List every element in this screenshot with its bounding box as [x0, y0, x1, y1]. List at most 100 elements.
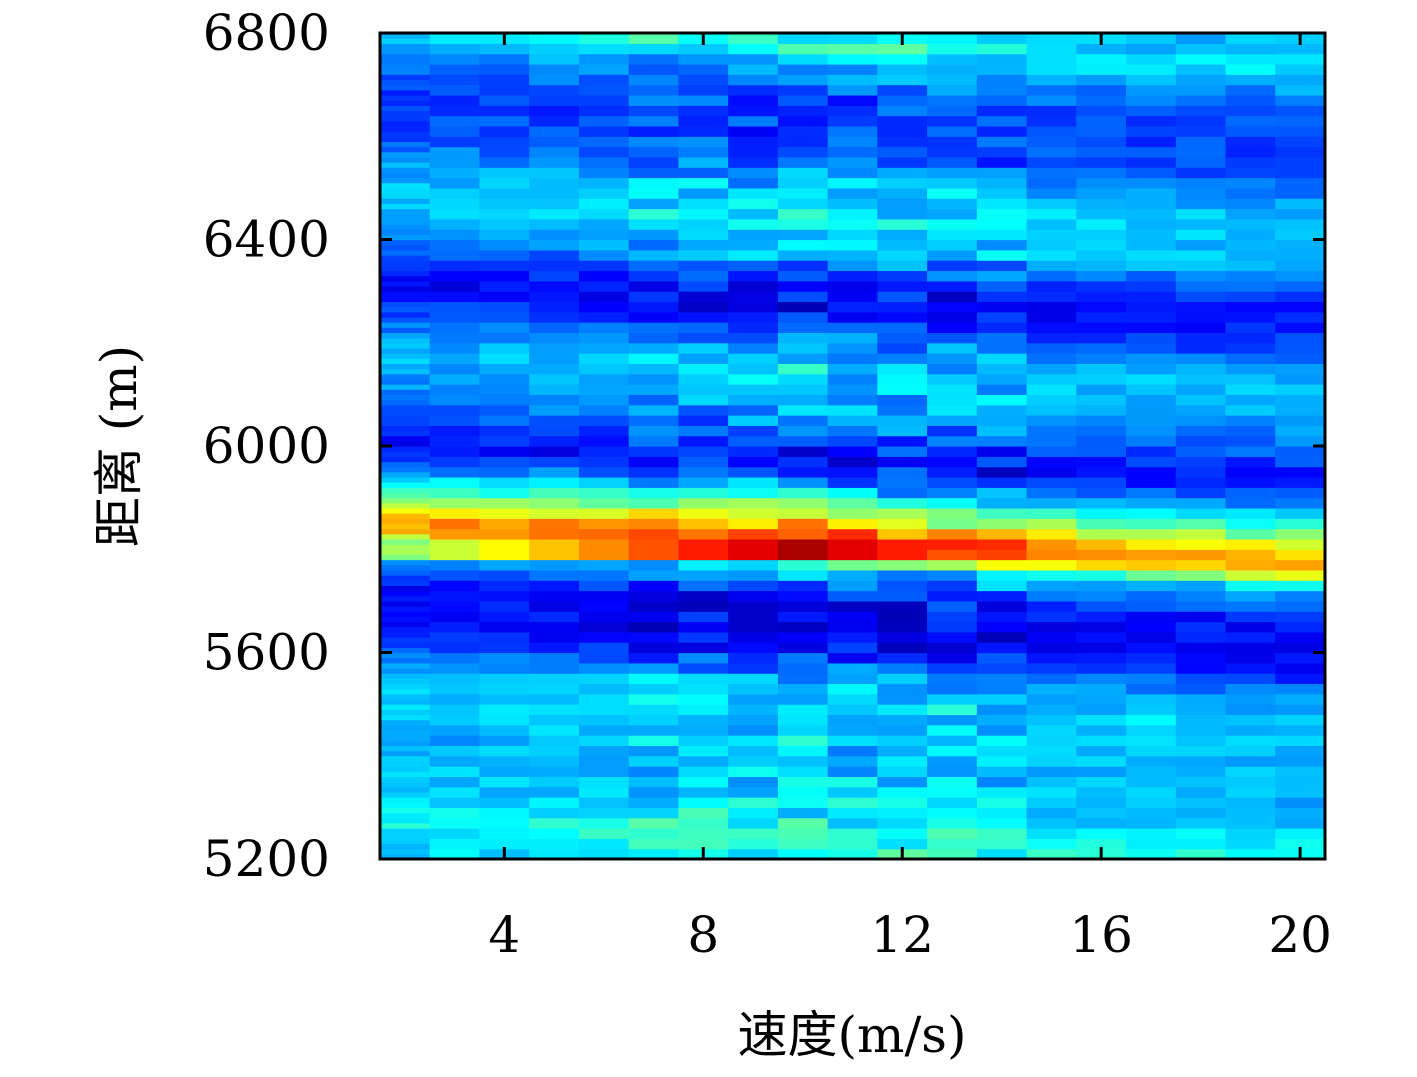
heatmap-cell [380, 353, 431, 359]
heatmap-cell [927, 53, 978, 65]
heatmap-cell [1225, 53, 1276, 65]
heatmap-cell [1076, 322, 1127, 334]
heatmap-cell [1026, 363, 1077, 375]
heatmap-cell [777, 363, 829, 375]
heatmap-cell [1225, 63, 1276, 75]
heatmap-cell [628, 260, 680, 272]
heatmap-cell [877, 332, 928, 344]
heatmap-cell [1026, 673, 1077, 685]
heatmap-cell [927, 332, 978, 344]
heatmap-cell [429, 838, 481, 850]
heatmap-cell [479, 786, 530, 798]
heatmap-cell [927, 776, 978, 788]
heatmap-cell [429, 198, 481, 210]
heatmap-cell [479, 322, 530, 334]
heatmap-cell [479, 84, 530, 96]
heatmap-cell [877, 249, 928, 261]
heatmap-cell [927, 156, 978, 168]
heatmap-cell [429, 177, 481, 189]
heatmap-cell [877, 229, 928, 241]
heatmap-cell [777, 239, 829, 251]
heatmap-cell [380, 523, 431, 530]
heatmap-cell [1225, 466, 1276, 478]
heatmap-cell [976, 167, 1028, 179]
heatmap-cell [827, 621, 878, 633]
heatmap-cell [728, 538, 779, 550]
heatmap-cell [1225, 538, 1276, 550]
heatmap-cell [1076, 580, 1127, 592]
heatmap-cell [1225, 167, 1276, 179]
heatmap-cell [1175, 311, 1227, 323]
heatmap-cell [380, 724, 431, 731]
heatmap-cell [1126, 301, 1177, 313]
heatmap-cell [529, 497, 580, 509]
heatmap-cell [1225, 208, 1276, 220]
heatmap-cell [1126, 559, 1177, 571]
heatmap-cell [927, 33, 978, 44]
heatmap-cell [976, 353, 1028, 364]
heatmap-cell [1076, 146, 1127, 158]
heatmap-cell [728, 569, 779, 581]
heatmap-cell [877, 125, 928, 137]
heatmap-cell [678, 435, 729, 447]
heatmap-cell [777, 817, 829, 829]
heatmap-cell [1026, 394, 1077, 406]
heatmap-cell [976, 518, 1028, 530]
heatmap-cell [529, 167, 580, 179]
heatmap-cell [479, 208, 530, 220]
heatmap-cell [927, 745, 978, 757]
heatmap-cell [777, 415, 829, 426]
heatmap-cell [728, 146, 779, 158]
heatmap-cell [380, 755, 431, 762]
heatmap-cell [380, 828, 431, 834]
heatmap-cell [1076, 724, 1127, 736]
heatmap-cell [877, 631, 928, 643]
heatmap-cell [380, 120, 431, 127]
heatmap-cell [479, 549, 530, 561]
heatmap-cell [877, 322, 928, 334]
heatmap-cell [1076, 600, 1127, 612]
heatmap-cell [529, 332, 580, 344]
heatmap-cell [380, 822, 431, 829]
heatmap-cell [678, 363, 729, 375]
heatmap-cell [479, 332, 530, 344]
heatmap-cell [529, 745, 580, 757]
heatmap-cell [380, 451, 431, 457]
heatmap-cell [976, 446, 1028, 457]
heatmap-cell [678, 828, 729, 839]
heatmap-cell [976, 466, 1028, 478]
heatmap-cell [1225, 476, 1276, 488]
heatmap-cell [678, 673, 729, 685]
heatmap-cell [1026, 94, 1077, 106]
heatmap-cell [1175, 229, 1227, 241]
heatmap-cell [1225, 270, 1276, 282]
heatmap-cell [678, 105, 729, 117]
heatmap-cell [1175, 600, 1227, 612]
heatmap-cell [1175, 631, 1227, 643]
heatmap-cell [628, 136, 680, 148]
heatmap-cell [1225, 797, 1276, 808]
heatmap-cell [777, 260, 829, 272]
heatmap-cell [429, 322, 481, 334]
heatmap-cells [380, 33, 1326, 860]
heatmap-cell [1026, 466, 1077, 478]
heatmap-cell [479, 642, 530, 654]
heatmap-cell [976, 569, 1028, 581]
heatmap-cell [1275, 353, 1326, 364]
heatmap-cell [1225, 322, 1276, 334]
heatmap-cell [1076, 404, 1127, 416]
heatmap-cell [1026, 249, 1077, 261]
heatmap-cell [827, 828, 878, 839]
heatmap-cell [628, 683, 680, 695]
heatmap-cell [1175, 621, 1227, 633]
heatmap-cell [380, 843, 431, 850]
heatmap-cell [628, 807, 680, 819]
heatmap-cell [678, 580, 729, 592]
heatmap-cell [1225, 342, 1276, 354]
heatmap-cell [479, 611, 530, 623]
heatmap-cell [927, 94, 978, 106]
heatmap-cell [628, 745, 680, 757]
heatmap-cell [1126, 538, 1177, 550]
heatmap-cell [479, 249, 530, 261]
heatmap-cell [728, 497, 779, 509]
